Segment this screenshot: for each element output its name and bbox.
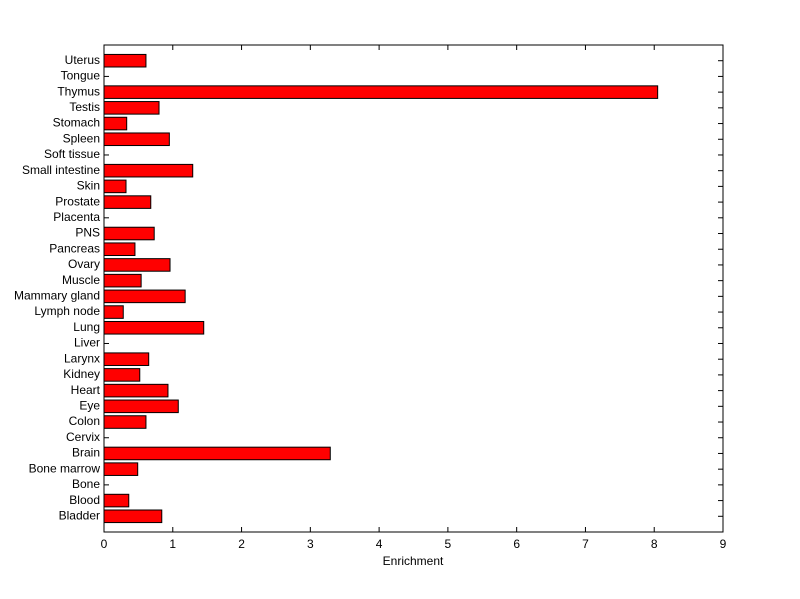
y-tick-label: Soft tissue — [44, 147, 100, 161]
bar — [103, 195, 152, 209]
y-tick-label: Bone — [72, 477, 100, 491]
y-tick-label: Spleen — [63, 131, 100, 145]
bar — [103, 352, 150, 366]
x-tick-label: 7 — [582, 537, 589, 551]
y-tick-label: Lymph node — [34, 304, 100, 318]
x-tick-label: 5 — [445, 537, 452, 551]
y-tick-label: Pancreas — [49, 241, 100, 255]
y-tick-label: Skin — [77, 179, 100, 193]
bar — [103, 53, 147, 68]
y-tick-label: Placenta — [53, 210, 100, 224]
y-tick-label: Larynx — [64, 351, 100, 365]
y-tick-label: Colon — [69, 414, 100, 428]
y-tick-label: Lung — [73, 320, 100, 334]
y-tick-label: Prostate — [55, 194, 100, 208]
bar — [103, 446, 331, 461]
bar — [103, 368, 141, 382]
bar — [103, 242, 136, 257]
x-axis-label: Enrichment — [383, 554, 444, 568]
bar — [103, 383, 169, 398]
y-tick-label: Heart — [71, 383, 101, 397]
y-tick-label: Blood — [69, 493, 100, 507]
y-tick-label: Cervix — [66, 430, 100, 444]
y-tick-label: Brain — [72, 446, 100, 460]
x-tick-label: 8 — [651, 537, 658, 551]
x-tick-label: 1 — [169, 537, 176, 551]
bar — [103, 226, 155, 241]
x-tick-label: 9 — [720, 537, 727, 551]
bar — [103, 289, 186, 304]
bar — [103, 116, 128, 131]
bar — [103, 305, 124, 319]
x-tick-label: 2 — [238, 537, 245, 551]
y-tick-label: Thymus — [57, 84, 100, 98]
bar — [103, 179, 127, 194]
bar — [103, 85, 659, 99]
bar — [103, 273, 142, 288]
bar — [103, 509, 163, 524]
y-tick-label: Tongue — [61, 69, 101, 83]
bar — [103, 320, 205, 335]
y-tick-label: Eye — [79, 398, 100, 412]
y-tick-label: Bladder — [59, 508, 100, 522]
x-tick-label: 4 — [376, 537, 383, 551]
bar — [103, 493, 130, 508]
bar — [103, 101, 160, 115]
x-tick-label: 6 — [513, 537, 520, 551]
x-tick-label: 3 — [307, 537, 314, 551]
x-tick-label: 0 — [101, 537, 108, 551]
bar — [103, 415, 147, 429]
y-tick-label: Mammary gland — [14, 289, 100, 303]
y-tick-label: Testis — [69, 100, 100, 114]
y-tick-label: PNS — [75, 226, 100, 240]
y-tick-label: Muscle — [62, 273, 100, 287]
bar — [103, 462, 139, 476]
bar — [103, 399, 179, 414]
bar — [103, 258, 171, 272]
y-tick-label: Stomach — [53, 116, 100, 130]
y-tick-label: Small intestine — [22, 163, 100, 177]
y-tick-label: Uterus — [65, 53, 100, 67]
y-tick-label: Ovary — [68, 257, 100, 271]
y-tick-label: Liver — [74, 336, 100, 350]
y-tick-label: Bone marrow — [29, 461, 101, 475]
bar — [103, 163, 194, 178]
y-tick-label: Kidney — [63, 367, 100, 381]
bar — [103, 132, 170, 147]
